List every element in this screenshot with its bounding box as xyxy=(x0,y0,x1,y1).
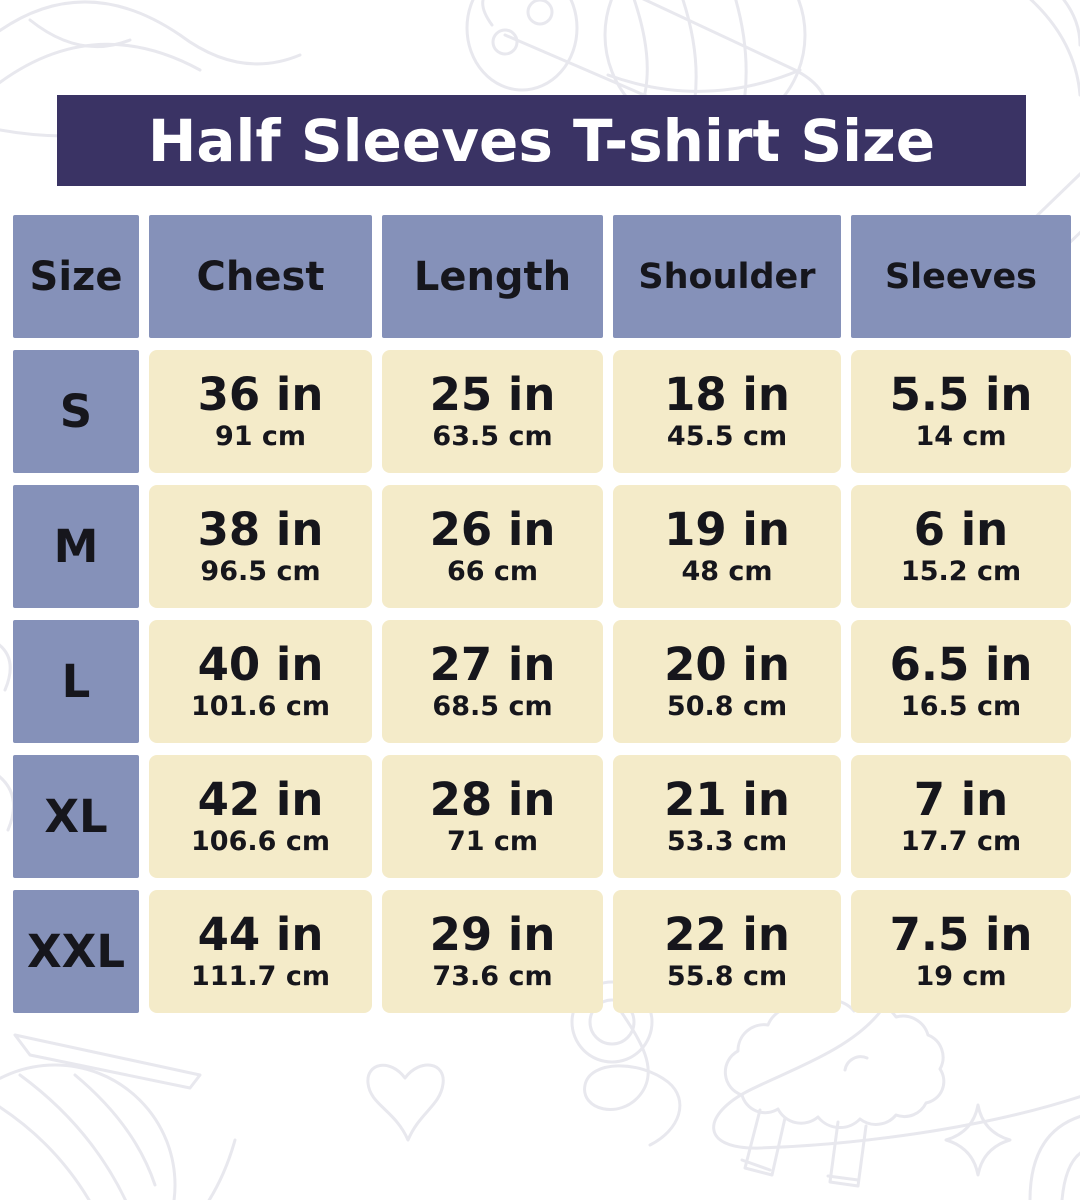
thread-icon xyxy=(0,643,12,692)
cell-l-shoulder: 20 in 50.8 cm xyxy=(613,620,841,743)
sparkle-icon xyxy=(944,1103,1012,1177)
value-cm: 71 cm xyxy=(446,826,539,858)
cell-s-shoulder: 18 in 45.5 cm xyxy=(613,350,841,473)
value-cm: 66 cm xyxy=(446,556,539,588)
value-inches: 19 in xyxy=(664,503,790,557)
column-header-sleeves: Sleeves xyxy=(851,215,1071,338)
cell-xl-shoulder: 21 in 53.3 cm xyxy=(613,755,841,878)
cell-xxl-length: 29 in 73.6 cm xyxy=(382,890,603,1013)
column-header-shoulder: Shoulder xyxy=(613,215,841,338)
cell-xxl-chest: 44 in 111.7 cm xyxy=(149,890,372,1013)
cell-xxl-sleeves: 7.5 in 19 cm xyxy=(851,890,1071,1013)
cell-l-sleeves: 6.5 in 16.5 cm xyxy=(851,620,1071,743)
cell-l-chest: 40 in 101.6 cm xyxy=(149,620,372,743)
value-inches: 7 in xyxy=(913,773,1009,827)
button-icon xyxy=(465,0,579,92)
value-cm: 17.7 cm xyxy=(900,826,1022,858)
value-inches: 6.5 in xyxy=(889,638,1033,692)
value-inches: 44 in xyxy=(197,908,324,962)
value-cm: 96.5 cm xyxy=(200,556,321,588)
yarn-ball-icon xyxy=(1028,1115,1080,1200)
value-cm: 50.8 cm xyxy=(666,691,788,723)
needle-icon xyxy=(13,1033,202,1090)
cell-s-length: 25 in 63.5 cm xyxy=(382,350,603,473)
cell-m-sleeves: 6 in 15.2 cm xyxy=(851,485,1071,608)
value-cm: 16.5 cm xyxy=(900,691,1022,723)
row-label-xl: XL xyxy=(13,755,139,878)
value-inches: 20 in xyxy=(664,638,790,692)
value-cm: 68.5 cm xyxy=(432,691,553,723)
cell-l-length: 27 in 68.5 cm xyxy=(382,620,603,743)
value-cm: 19 cm xyxy=(915,961,1007,993)
value-inches: 25 in xyxy=(429,368,556,422)
cell-s-sleeves: 5.5 in 14 cm xyxy=(851,350,1071,473)
row-label-m: M xyxy=(13,485,139,608)
value-inches: 40 in xyxy=(197,638,324,692)
value-inches: 22 in xyxy=(664,908,790,962)
value-cm: 53.3 cm xyxy=(666,826,788,858)
sheep-icon xyxy=(723,998,946,1188)
value-cm: 111.7 cm xyxy=(191,961,330,993)
value-cm: 101.6 cm xyxy=(191,691,330,723)
column-header-length: Length xyxy=(382,215,603,338)
value-inches: 27 in xyxy=(429,638,556,692)
cell-xl-length: 28 in 71 cm xyxy=(382,755,603,878)
row-label-s: S xyxy=(13,350,139,473)
value-cm: 91 cm xyxy=(214,421,307,453)
value-inches: 42 in xyxy=(197,773,324,827)
value-inches: 5.5 in xyxy=(889,368,1033,422)
value-cm: 106.6 cm xyxy=(191,826,330,858)
cell-s-chest: 36 in 91 cm xyxy=(149,350,372,473)
cell-m-length: 26 in 66 cm xyxy=(382,485,603,608)
page-title: Half Sleeves T-shirt Size xyxy=(147,106,936,175)
yarn-ball-icon xyxy=(1029,0,1080,97)
value-inches: 38 in xyxy=(197,503,324,557)
cell-m-shoulder: 19 in 48 cm xyxy=(613,485,841,608)
value-inches: 29 in xyxy=(429,908,556,962)
cell-m-chest: 38 in 96.5 cm xyxy=(149,485,372,608)
value-inches: 7.5 in xyxy=(889,908,1033,962)
value-cm: 45.5 cm xyxy=(666,421,788,453)
cell-xl-sleeves: 7 in 17.7 cm xyxy=(851,755,1071,878)
value-inches: 6 in xyxy=(913,503,1009,557)
value-cm: 73.6 cm xyxy=(432,961,553,993)
row-label-l: L xyxy=(13,620,139,743)
thread-icon xyxy=(0,775,16,832)
yarn-ball-icon xyxy=(0,1063,237,1200)
cell-xxl-shoulder: 22 in 55.8 cm xyxy=(613,890,841,1013)
column-header-chest: Chest xyxy=(149,215,372,338)
thread-heart-loop-icon xyxy=(570,980,1080,1150)
cell-xl-chest: 42 in 106.6 cm xyxy=(149,755,372,878)
heart-icon xyxy=(366,1063,445,1142)
value-cm: 48 cm xyxy=(681,556,773,588)
value-cm: 63.5 cm xyxy=(432,421,553,453)
value-inches: 26 in xyxy=(429,503,556,557)
value-inches: 18 in xyxy=(664,368,790,422)
size-table: Size Chest Length Shoulder Sleeves S 36 … xyxy=(13,215,1071,1013)
value-cm: 15.2 cm xyxy=(900,556,1022,588)
value-cm: 55.8 cm xyxy=(666,961,788,993)
value-cm: 14 cm xyxy=(915,421,1007,453)
value-inches: 36 in xyxy=(197,368,324,422)
column-header-size: Size xyxy=(13,215,139,338)
value-inches: 21 in xyxy=(664,773,790,827)
title-banner: Half Sleeves T-shirt Size xyxy=(57,95,1026,186)
value-inches: 28 in xyxy=(429,773,556,827)
row-label-xxl: XXL xyxy=(13,890,139,1013)
